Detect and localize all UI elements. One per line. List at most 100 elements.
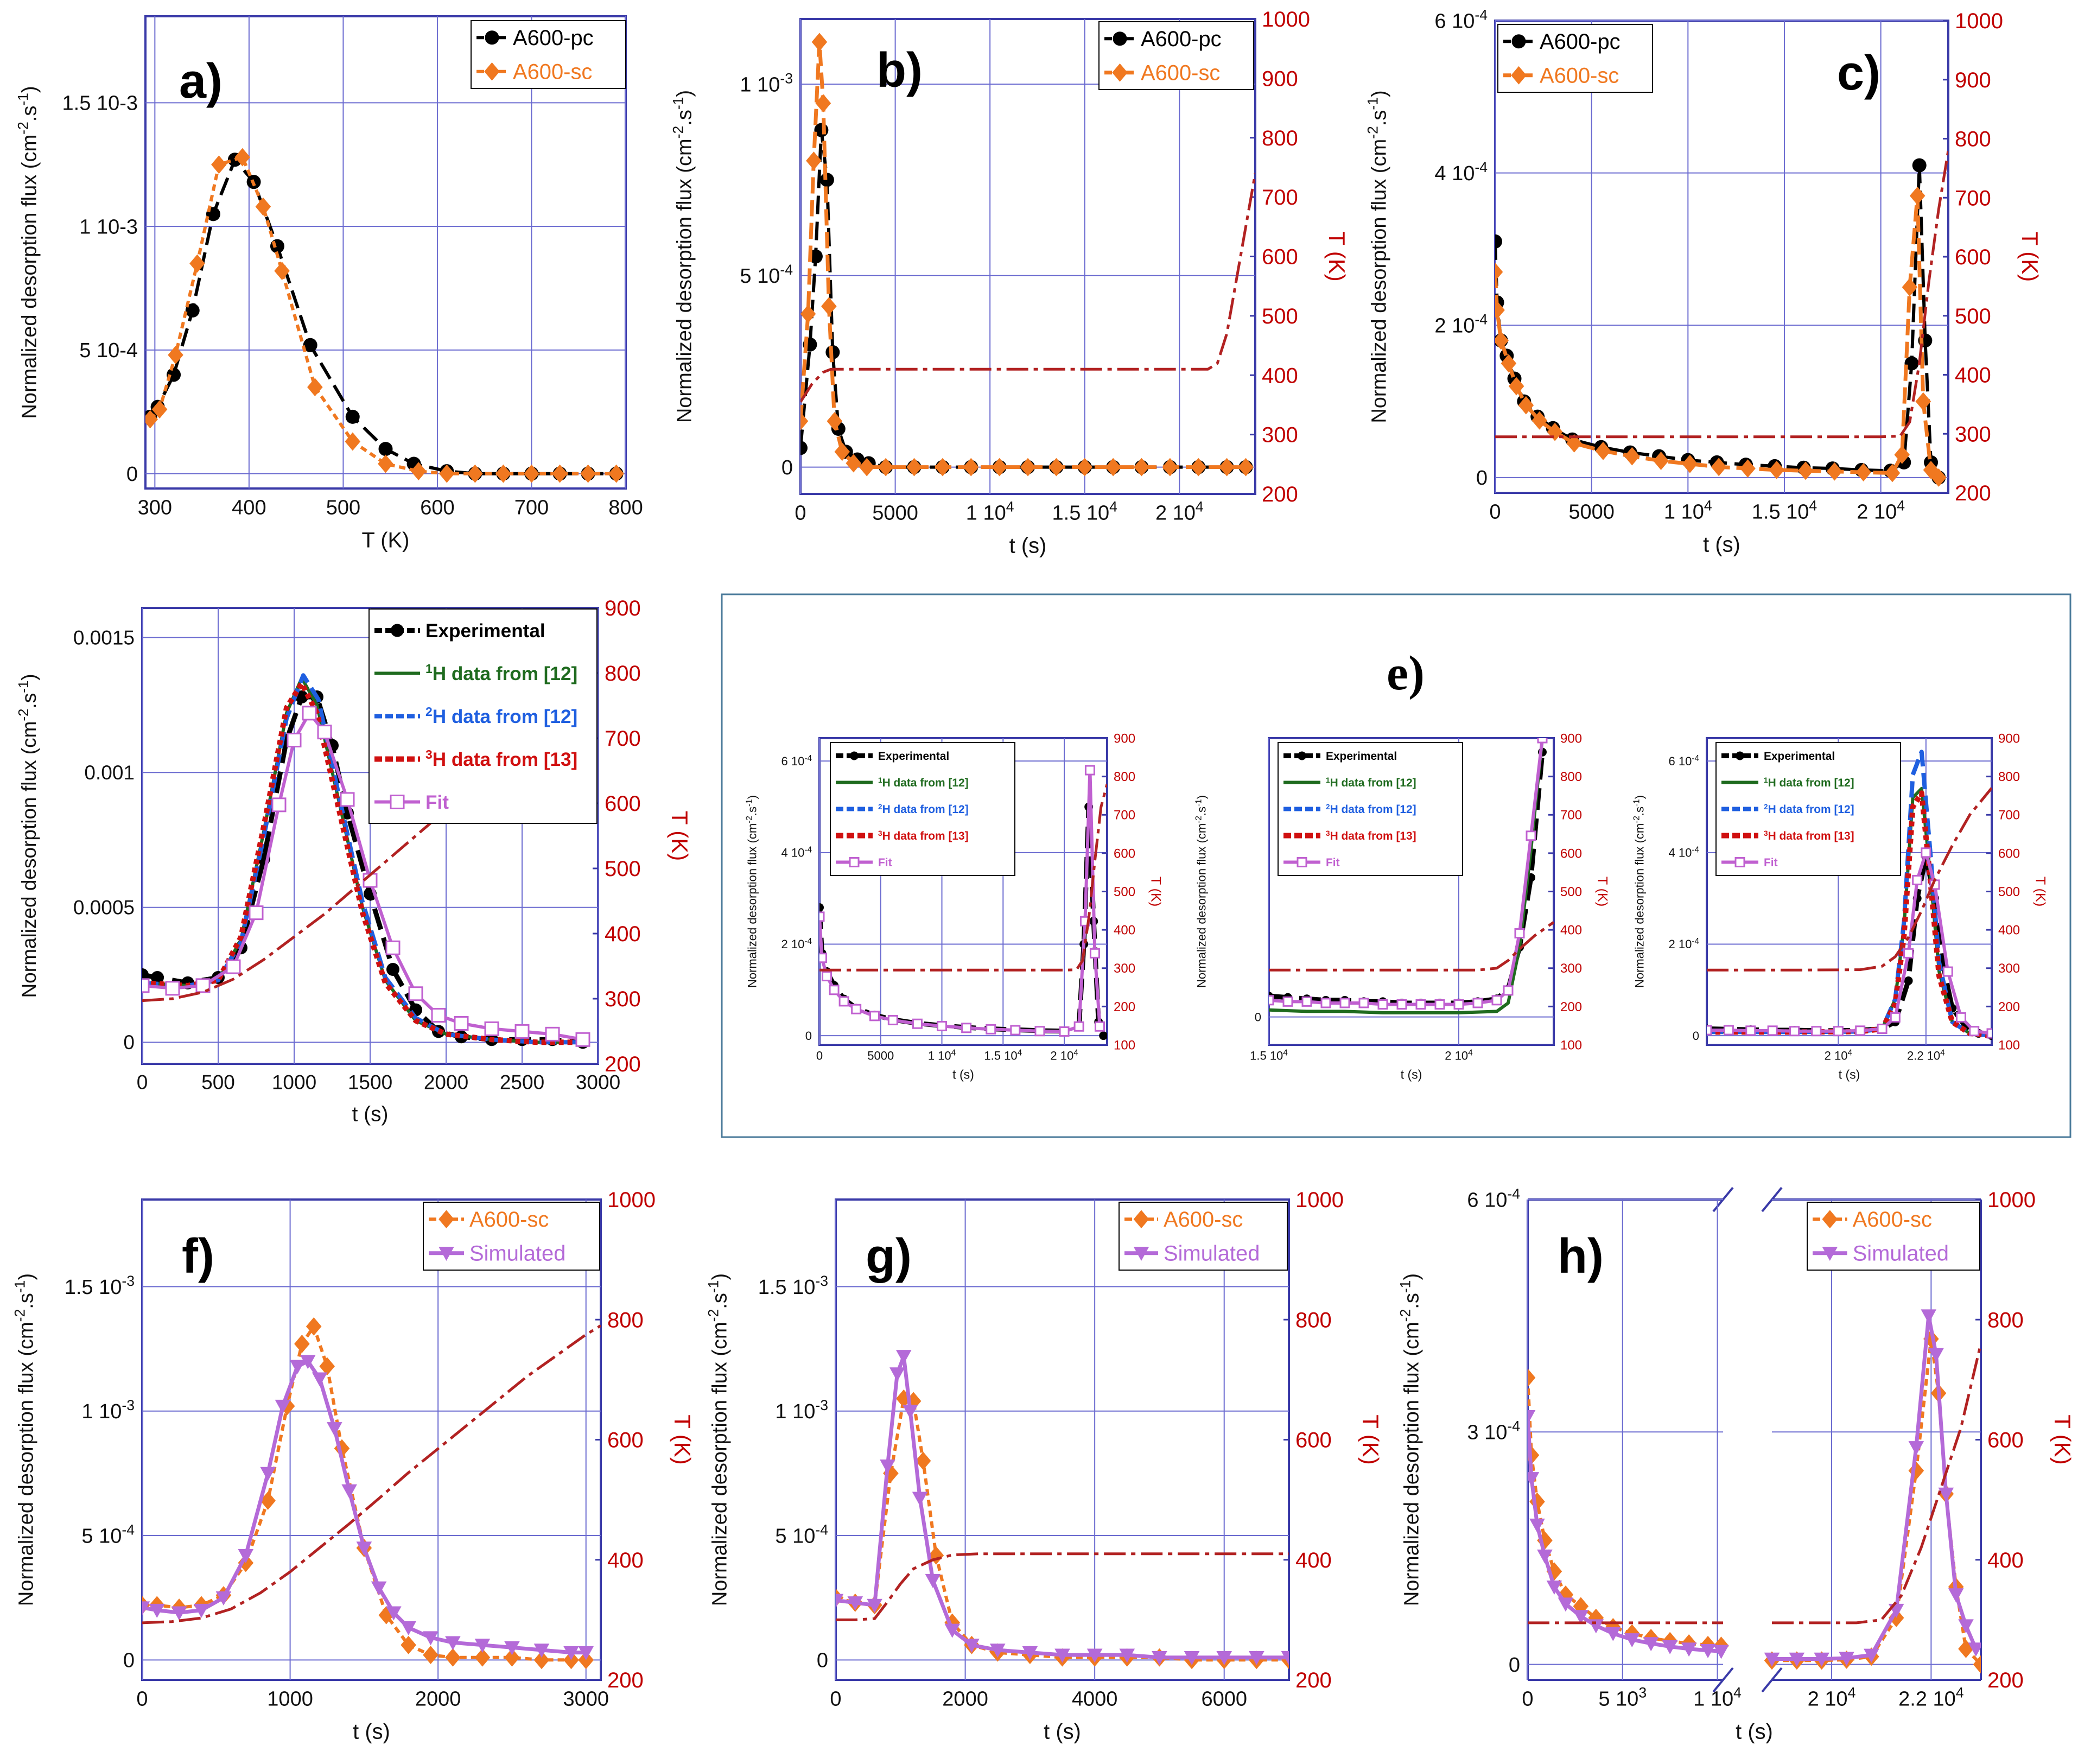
- data-point: [1532, 411, 1548, 430]
- data-point: [524, 464, 539, 483]
- data-point: [1942, 966, 1953, 977]
- series-t: [819, 784, 1107, 972]
- data-point: [401, 1621, 416, 1636]
- series-line: [1772, 1343, 1981, 1625]
- data-point: [319, 1357, 335, 1376]
- data-point: [827, 412, 843, 430]
- data-point: [1059, 1026, 1070, 1037]
- legend-entry: Simulated: [1853, 1242, 1949, 1266]
- data-point: [902, 1405, 918, 1419]
- y2-tick-label: 500: [1262, 304, 1298, 328]
- data-point: [504, 1641, 520, 1655]
- data-point: [992, 458, 1007, 477]
- axis-break-mark: [1761, 1667, 1783, 1693]
- data-point: [1643, 1637, 1659, 1652]
- data-point: [1855, 463, 1871, 482]
- data-point: [1269, 995, 1274, 1006]
- x-axis-label: t (s): [1736, 1719, 1773, 1743]
- data-point: [151, 400, 168, 419]
- data-point: [1377, 999, 1388, 1010]
- y-tick-label: 0: [1693, 1029, 1699, 1043]
- data-point: [895, 1350, 912, 1365]
- x-tick-label: 2 104: [1445, 1048, 1473, 1063]
- data-point: [1930, 468, 1947, 487]
- data-point: [1921, 847, 1931, 858]
- data-point: [1745, 1025, 1756, 1036]
- y2-tick-label: 500: [1998, 885, 2020, 899]
- y2-tick-label: 900: [1955, 68, 1991, 92]
- series-fit: [1707, 847, 1992, 1039]
- y2-tick-label: 800: [1295, 1308, 1332, 1332]
- legend-entry: 2H data from [12]: [878, 802, 969, 816]
- data-point: [454, 1016, 469, 1031]
- y2-tick-label: 600: [1262, 245, 1298, 269]
- data-point: [1928, 1348, 1944, 1362]
- legend-marker: [485, 30, 499, 45]
- x-tick-label: 800: [608, 497, 643, 519]
- series-line: [1495, 150, 1948, 439]
- series-fit: [819, 765, 1105, 1037]
- data-point: [851, 1004, 862, 1014]
- y-tick-label: 1.5 10-3: [62, 92, 138, 115]
- data-point: [1681, 1642, 1697, 1657]
- legend-box: [1807, 1202, 1980, 1271]
- data-point: [1973, 1655, 1981, 1674]
- y-axis-label: Normalized desorption flux (cm-2.s-1): [16, 674, 40, 998]
- y-axis-label: Normalized desorption flux (cm-2.s-1): [745, 795, 759, 988]
- y2-tick-label: 900: [1262, 67, 1298, 91]
- data-point: [1529, 1518, 1545, 1533]
- data-point: [1094, 1021, 1105, 1032]
- legend-marker: [1511, 66, 1527, 85]
- legend: A600-sc Simulated: [1119, 1202, 1288, 1271]
- data-point: [880, 1459, 895, 1474]
- x-tick-label: 2 104: [1825, 1048, 1853, 1063]
- y-tick-label: 1 10-3: [79, 215, 138, 238]
- data-point: [821, 297, 837, 316]
- y2-tick-label: 600: [1987, 1429, 2024, 1452]
- x-tick-label: 1 104: [966, 499, 1014, 525]
- y2-tick-label: 500: [1560, 885, 1582, 899]
- x-tick-label: 500: [326, 497, 360, 519]
- data-point: [289, 1360, 306, 1374]
- data-point: [906, 458, 922, 477]
- legend-entry: A600-pc: [1141, 27, 1222, 51]
- data-point: [928, 1546, 944, 1565]
- data-point: [819, 953, 828, 963]
- chart-a: 300 400 500 600 700 800 0 5 10-4 1 10-3 1.5 10-3 T…: [15, 15, 643, 552]
- data-point: [811, 33, 828, 52]
- x-tick-label: 2500: [500, 1071, 544, 1093]
- data-point: [1769, 461, 1785, 479]
- legend: Experimental 1H data from [12] 2H data fro…: [830, 742, 1015, 876]
- data-point: [1923, 461, 1939, 479]
- data-point: [552, 464, 568, 483]
- legend-entry: 2H data from [12]: [1326, 802, 1416, 816]
- data-point: [1968, 1642, 1981, 1657]
- y2-tick-label: 1000: [1987, 1188, 2036, 1212]
- legend-box: [1497, 24, 1653, 93]
- y2-tick-label: 300: [1955, 422, 1991, 446]
- legend: A600-pc A600-sc: [1098, 21, 1254, 90]
- series-line: [1707, 790, 1992, 1039]
- data-point: [1723, 1025, 1734, 1036]
- legend-entry: 2H data from [12]: [1764, 802, 1854, 816]
- data-point: [371, 1581, 387, 1596]
- data-point: [1358, 998, 1369, 1008]
- data-point: [937, 1020, 948, 1031]
- legend-marker: [1822, 1247, 1838, 1261]
- y-tick-label: 6 10-4: [1434, 7, 1488, 33]
- data-point: [1190, 458, 1206, 477]
- y-tick-label: 0: [1255, 1010, 1261, 1024]
- y-tick-label: 4 10-4: [781, 845, 812, 860]
- data-point: [1811, 1026, 1822, 1037]
- chart-e3: 2 104 2.2 104 0 2 10-4 4 10-4 6 10-4 100 200 300…: [1632, 731, 2048, 1081]
- y2-tick-label: 600: [605, 792, 641, 816]
- legend-entry: Fit: [878, 856, 892, 869]
- data-point: [1595, 441, 1611, 460]
- data-point: [1573, 1597, 1589, 1616]
- data-point: [1238, 458, 1254, 477]
- data-point: [1605, 1627, 1621, 1641]
- chart-h: 0 5 103 1 104 2 104 2.2 104 0 3 10-4 6 10-4 200 4…: [1397, 1185, 2075, 1743]
- data-point: [287, 733, 302, 748]
- data-point: [270, 239, 284, 253]
